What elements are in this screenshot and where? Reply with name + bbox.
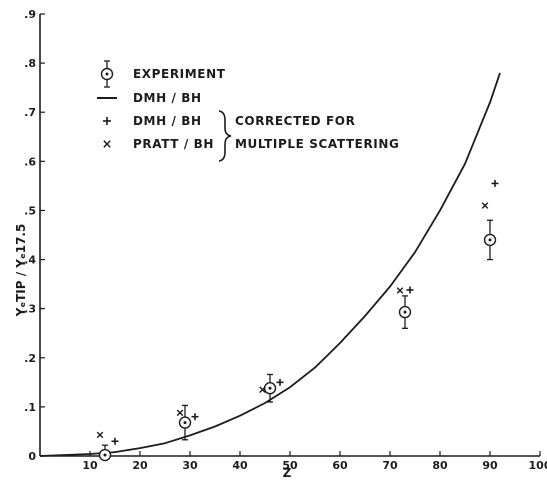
y-tick-label-6: .6 xyxy=(24,155,36,168)
legend-marker-circle-dot xyxy=(100,60,114,88)
y-tick-label-2: .2 xyxy=(24,352,36,365)
x-tick-label-2: 30 xyxy=(182,459,198,472)
marker-dot xyxy=(403,310,407,314)
marker-dot xyxy=(103,453,107,457)
legend-entry-dmh-bh-corrected: DMH / BH xyxy=(103,114,202,128)
plus-point-4 xyxy=(491,179,499,187)
legend-dot xyxy=(105,72,109,76)
y-tick-label-3: .3 xyxy=(24,303,36,316)
cross-point-3 xyxy=(396,287,404,294)
y-tick-label-4: .4 xyxy=(24,254,36,267)
legend-entry-dmh-bh-curve: DMH / BH xyxy=(97,91,202,105)
experiment-point-1 xyxy=(178,404,192,441)
plus-point-3 xyxy=(406,286,414,294)
y-axis-label: YₑTIP / Yₑ17.5 xyxy=(14,224,28,318)
legend-label-dmh-bh-curve: DMH / BH xyxy=(133,91,202,105)
x-tick-label-8: 90 xyxy=(482,459,498,472)
legend: EXPERIMENT DMH / BH DMH / BH PRATT / BH … xyxy=(97,60,399,162)
y-tick-label-7: .7 xyxy=(24,106,36,119)
data-points xyxy=(96,179,499,462)
legend-entry-experiment: EXPERIMENT xyxy=(100,60,226,88)
x-tick-label-0: 10 xyxy=(82,459,98,472)
marker-dot xyxy=(183,421,187,425)
x-tick-label-7: 80 xyxy=(432,459,448,472)
x-axis-label: Z xyxy=(283,466,292,480)
brace-annotation-line2: MULTIPLE SCATTERING xyxy=(235,137,399,151)
x-tick-label-1: 20 xyxy=(132,459,148,472)
plus-point-0 xyxy=(111,437,119,445)
legend-brace xyxy=(218,110,232,162)
y-tick-label-9: .9 xyxy=(24,8,36,21)
x-tick-label-9: 100 xyxy=(529,459,547,472)
y-tick-label-0: 0 xyxy=(28,450,36,463)
marker-dot xyxy=(488,238,492,242)
experiment-point-0 xyxy=(98,444,112,462)
experiment-point-3 xyxy=(398,295,412,329)
x-tick-label-5: 60 xyxy=(332,459,348,472)
cross-b xyxy=(259,386,266,393)
plus-point-2 xyxy=(276,378,284,386)
experiment-point-4 xyxy=(483,219,497,261)
cross-b xyxy=(96,431,104,439)
legend-plus-glyph xyxy=(103,117,111,125)
cross-b xyxy=(176,409,184,417)
ticks: 10 20 30 40 50 60 70 80 90 100 0 .1 .2 .3 .4 .5 .6 .7 .8 .9 xyxy=(24,8,547,472)
legend-entry-pratt-bh: PRATT / BH xyxy=(103,137,214,151)
cross-point-4 xyxy=(481,202,489,209)
legend-marker-plus xyxy=(103,117,111,125)
cross-b xyxy=(396,287,404,294)
y-tick-label-8: .8 xyxy=(24,57,36,70)
theory-curve xyxy=(39,72,501,457)
cross-point-0 xyxy=(96,431,104,439)
legend-label-dmh-bh-corrected: DMH / BH xyxy=(133,114,202,128)
axes xyxy=(39,14,540,457)
cross-point-2 xyxy=(259,386,266,393)
cross-point-1 xyxy=(176,409,184,417)
plus-point-1 xyxy=(191,413,199,421)
series-line-dmh-bh xyxy=(39,72,501,457)
y-tick-label-1: .1 xyxy=(24,401,36,414)
x-tick-label-3: 40 xyxy=(232,459,248,472)
x-tick-label-6: 70 xyxy=(382,459,398,472)
cross-b xyxy=(481,202,489,209)
brace-annotation-line1: CORRECTED FOR xyxy=(235,114,355,128)
legend-marker-cross xyxy=(103,140,111,148)
y-tick-label-5: .5 xyxy=(24,204,36,217)
marker-dot xyxy=(268,386,272,390)
legend-label-pratt-bh: PRATT / BH xyxy=(133,137,214,151)
x-tick-label-4: 50 xyxy=(282,459,298,472)
cross-b xyxy=(103,140,111,148)
legend-label-experiment: EXPERIMENT xyxy=(133,67,226,81)
legend-cross-glyph xyxy=(103,140,111,148)
